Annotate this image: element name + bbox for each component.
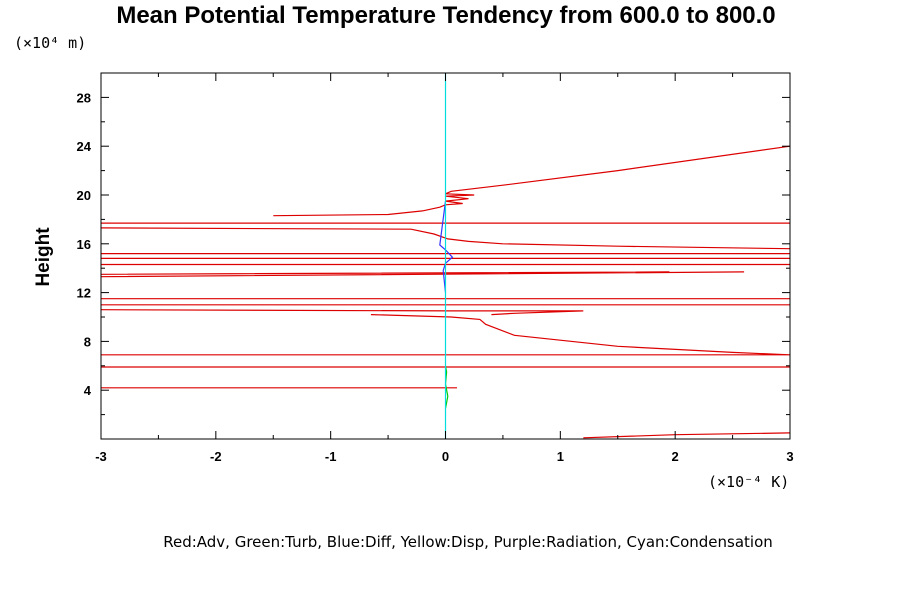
x-tick-label: 3: [786, 449, 793, 464]
x-tick-label: -2: [210, 449, 222, 464]
legend-text: Red:Adv, Green:Turb, Blue:Diff, Yellow:D…: [163, 533, 773, 551]
y-tick-label: 16: [77, 237, 91, 252]
y-tick-label: 24: [77, 139, 92, 154]
y-tick-label: 28: [77, 90, 91, 105]
series-line-diff: [439, 201, 454, 293]
y-tick-label: 12: [77, 286, 91, 301]
chart-title: Mean Potential Temperature Tendency from…: [116, 2, 775, 29]
series-layer: [100, 73, 791, 439]
x-tick-label: 0: [442, 449, 449, 464]
y-tick-label: 8: [84, 334, 91, 349]
y-axis-label: Height: [33, 227, 54, 287]
y-tick-label: 4: [84, 383, 92, 398]
y-unit-label: (×10⁴ m): [14, 34, 86, 52]
x-tick-label: -3: [95, 449, 107, 464]
x-tick-label: -1: [325, 449, 337, 464]
y-tick-label: 20: [77, 188, 91, 203]
x-unit-label: (×10⁻⁴ K): [708, 473, 789, 491]
x-tick-label: 1: [557, 449, 564, 464]
x-tick-label: 2: [672, 449, 679, 464]
